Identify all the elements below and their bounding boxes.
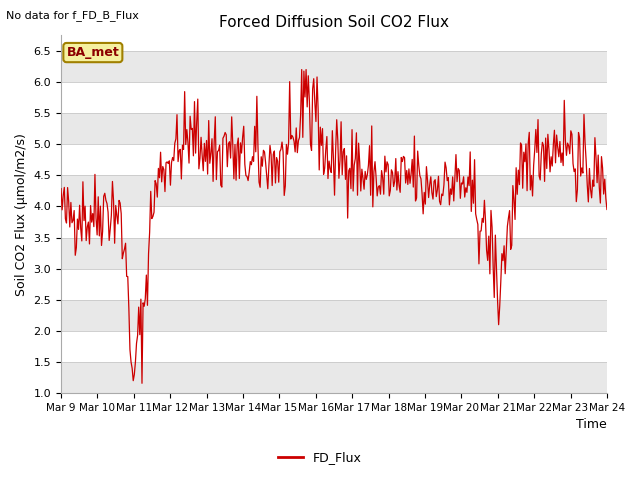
X-axis label: Time: Time	[576, 419, 607, 432]
Y-axis label: Soil CO2 Flux (μmol/m2/s): Soil CO2 Flux (μmol/m2/s)	[15, 133, 28, 296]
Bar	[61, 300, 607, 331]
Text: BA_met: BA_met	[67, 46, 119, 59]
Legend: FD_Flux: FD_Flux	[273, 446, 367, 469]
Bar	[61, 51, 607, 82]
Bar	[61, 175, 607, 206]
Bar	[61, 362, 607, 393]
Bar	[61, 113, 607, 144]
Text: No data for f_FD_B_Flux: No data for f_FD_B_Flux	[6, 10, 140, 21]
Title: Forced Diffusion Soil CO2 Flux: Forced Diffusion Soil CO2 Flux	[219, 15, 449, 30]
Bar	[61, 238, 607, 269]
